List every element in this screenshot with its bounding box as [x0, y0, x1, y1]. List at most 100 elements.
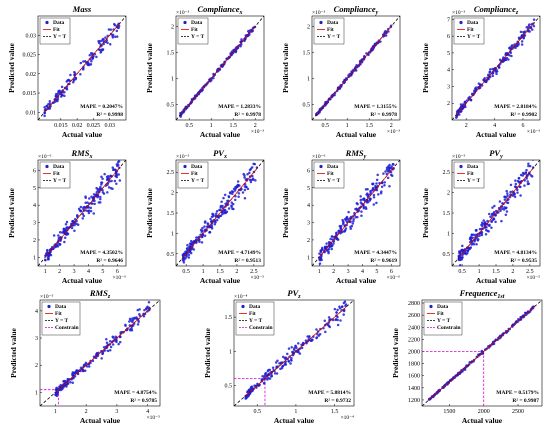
data-point	[92, 193, 96, 196]
y-axis-label: Predicted value	[391, 328, 400, 378]
data-point	[298, 352, 302, 355]
data-point	[91, 359, 95, 363]
data-point	[218, 208, 221, 212]
data-point	[530, 175, 534, 178]
x-tick-label: 5	[101, 269, 104, 275]
data-point	[505, 189, 508, 193]
data-point	[105, 338, 108, 341]
data-point	[525, 177, 528, 180]
scatter-panel-3: 0.5 1 1.5 20.511.52×10⁻³×10⁻³ComplianceyAct…	[281, 4, 400, 139]
data-point	[221, 212, 224, 216]
data-point	[112, 168, 115, 172]
legend-label: Data	[53, 20, 65, 26]
data-point	[392, 163, 395, 166]
data-point	[502, 208, 506, 211]
data-point	[332, 242, 335, 245]
data-point	[195, 236, 198, 239]
data-point	[63, 94, 66, 98]
data-point	[291, 350, 294, 354]
data-point	[73, 229, 76, 233]
y-axis-label: Predicted value	[421, 188, 430, 238]
data-point	[484, 348, 487, 351]
y-tick-label: 3	[35, 336, 38, 342]
data-point	[503, 198, 507, 201]
scatter-panel-6: 0.5 1 1.5 2 2.50.511.522.5×10⁻⁵×10⁻⁵PVxActua…	[145, 148, 265, 285]
data-point	[89, 62, 93, 66]
data-point	[360, 214, 363, 217]
y-exponent-label: ×10⁻⁶	[312, 154, 326, 160]
data-point	[530, 28, 534, 31]
data-point	[133, 317, 136, 320]
data-point	[106, 174, 110, 178]
data-point	[97, 201, 101, 204]
data-point	[186, 248, 189, 251]
data-point	[467, 247, 471, 250]
y-tick-label: 1.5	[167, 211, 175, 217]
data-point	[57, 89, 60, 93]
data-point	[88, 197, 91, 200]
data-point	[276, 359, 279, 363]
data-point	[327, 316, 331, 319]
data-point	[234, 50, 238, 54]
data-point	[57, 234, 60, 237]
r2-label: R² = 0.9902	[510, 112, 537, 118]
data-point	[475, 229, 478, 232]
legend-data-marker	[241, 304, 245, 309]
x-tick-label: 1	[294, 409, 297, 415]
data-point	[92, 212, 96, 215]
data-point	[246, 187, 250, 191]
data-point	[518, 185, 521, 188]
data-point	[498, 200, 502, 203]
data-point	[76, 214, 79, 217]
data-point	[495, 72, 498, 76]
y-exponent-label: ×10⁻³	[176, 10, 190, 16]
data-point	[65, 85, 69, 88]
data-point	[206, 222, 210, 226]
legend-label: Fit	[55, 311, 62, 317]
x-tick-label: 2	[511, 269, 514, 275]
y-tick-label: 4	[33, 203, 36, 209]
scatter-panel-8: 0.5 1 1.5 2 2.50.511.522.5×10⁻⁵×10⁻⁵PVyActua…	[421, 148, 541, 285]
y-tick-label: 1	[35, 390, 38, 396]
data-point	[235, 185, 239, 188]
data-point	[217, 215, 220, 219]
x-exponent-label: ×10⁻³	[251, 129, 265, 135]
data-point	[375, 182, 378, 185]
data-point	[324, 330, 327, 334]
data-point	[459, 256, 462, 259]
data-point	[330, 235, 334, 238]
data-point	[326, 323, 330, 327]
r2-label: R² = 0.9978	[234, 112, 261, 118]
y-tick-label: 3	[33, 221, 36, 227]
data-point	[344, 304, 347, 307]
data-point	[359, 201, 363, 204]
data-point	[266, 369, 270, 373]
data-point	[102, 38, 105, 41]
data-point	[499, 62, 502, 65]
fit-line	[44, 166, 121, 258]
data-point	[56, 95, 60, 99]
x-exponent-label: ×10⁻⁴	[341, 415, 355, 421]
data-point	[101, 48, 105, 51]
data-point	[511, 44, 514, 47]
data-point	[463, 252, 466, 255]
panel-title-sub: 1st	[497, 294, 504, 300]
data-point	[76, 369, 79, 372]
data-point	[147, 306, 150, 310]
legend-label: Fit	[53, 27, 60, 33]
data-point	[79, 209, 83, 213]
data-point	[503, 195, 506, 199]
plot-area	[234, 300, 354, 406]
data-point	[488, 70, 492, 74]
data-point	[116, 161, 120, 164]
data-point	[73, 70, 76, 74]
data-point	[315, 336, 319, 339]
y-tick-label: 1	[307, 76, 310, 82]
data-point	[344, 219, 348, 222]
mape-label: MAPE = 1.2833%	[218, 104, 261, 110]
data-point	[514, 321, 517, 324]
data-point	[470, 92, 474, 96]
data-point	[488, 75, 492, 79]
